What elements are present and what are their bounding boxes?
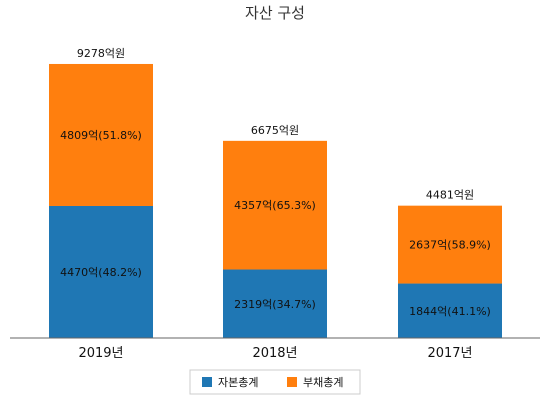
bar-liabilities-2017 [398,205,502,284]
data-label-capital-2018: 2319억(34.7%) [234,298,316,311]
bar-liabilities-2019 [49,63,153,206]
category-label-2019: 2019년 [78,346,123,361]
data-label-liabilities-2017: 2637억(58.9%) [409,239,491,252]
data-label-liabilities-2019: 4809억(51.8%) [60,129,142,142]
legend: 자본총계 부채총계 [189,369,361,395]
bar-capital-2019 [49,205,153,338]
data-label-capital-2017: 1844억(41.1%) [409,305,491,318]
bars-group: 4470억(48.2%) 4809억(51.8%) 9278억원 2019년 2319억… [49,47,502,361]
data-label-capital-2019: 4470억(48.2%) [60,266,142,279]
category-label-2017: 2017년 [427,346,472,361]
legend-label-capital: 자본총계 [218,376,258,389]
category-label-2018: 2018년 [252,346,297,361]
total-label-2018: 6675억원 [251,124,299,137]
bar-liabilities-2018 [223,140,327,270]
data-label-liabilities-2018: 4357억(65.3%) [234,199,316,212]
legend-swatch-capital [202,377,212,387]
bar-capital-2017 [398,283,502,338]
bar-capital-2018 [223,269,327,338]
legend-frame [189,369,361,395]
total-label-2019: 9278억원 [77,47,125,60]
chart-title: 자산 구성 [245,4,305,22]
legend-label-liabilities: 부채총계 [303,376,343,389]
legend-swatch-liabilities [287,377,297,387]
total-label-2017: 4481억원 [426,189,474,202]
